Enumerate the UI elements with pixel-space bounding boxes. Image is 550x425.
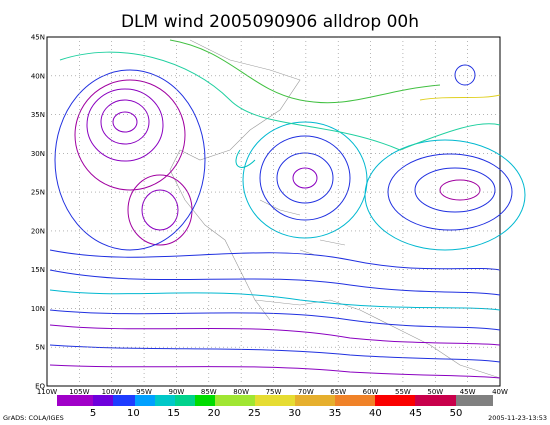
colorbar-label: 45 bbox=[409, 408, 422, 419]
colorbar-swatch bbox=[295, 395, 335, 406]
lon-tick-label: 60W bbox=[363, 388, 379, 396]
lon-tick-label: 45W bbox=[460, 388, 476, 396]
streamlines bbox=[49, 39, 526, 379]
lon-tick-label: 110W bbox=[37, 388, 57, 396]
lon-tick-label: 100W bbox=[102, 388, 122, 396]
colorbar-swatch bbox=[57, 395, 93, 406]
colorbar-label: 10 bbox=[127, 408, 140, 419]
footer-left: GrADS: COLA/IGES bbox=[3, 414, 64, 422]
colorbar-label: 35 bbox=[329, 408, 342, 419]
colorbar-label: 40 bbox=[369, 408, 382, 419]
colorbar-swatch bbox=[135, 395, 155, 406]
lat-tick-label: 5N bbox=[35, 344, 45, 352]
colorbar bbox=[57, 395, 493, 406]
colorbar-label: 15 bbox=[167, 408, 180, 419]
lon-tick-label: 40W bbox=[492, 388, 508, 396]
lat-tick-label: 10N bbox=[31, 305, 45, 313]
colorbar-swatch bbox=[415, 395, 456, 406]
lat-tick-label: 20N bbox=[31, 227, 45, 235]
footer-right: 2005-11-23-13:53 bbox=[488, 414, 547, 422]
lat-tick-label: 30N bbox=[31, 150, 45, 158]
colorbar-label: 50 bbox=[450, 408, 463, 419]
lon-tick-label: 105W bbox=[69, 388, 89, 396]
plot-area bbox=[46, 36, 526, 387]
lon-tick-label: 70W bbox=[298, 388, 314, 396]
lat-tick-label: 45N bbox=[31, 34, 45, 42]
colorbar-swatch bbox=[215, 395, 255, 406]
lon-tick-label: 80W bbox=[233, 388, 249, 396]
coastline bbox=[169, 39, 501, 379]
colorbar-swatch bbox=[113, 395, 135, 406]
frame bbox=[46, 36, 501, 387]
colorbar-label: 20 bbox=[208, 408, 221, 419]
colorbar-label: 30 bbox=[288, 408, 301, 419]
lon-tick-label: 75W bbox=[266, 388, 282, 396]
colorbar-swatch bbox=[175, 395, 195, 406]
lon-tick-label: 55W bbox=[395, 388, 411, 396]
colorbar-swatch bbox=[255, 395, 295, 406]
colorbar-label: 25 bbox=[248, 408, 261, 419]
colorbar-swatch bbox=[93, 395, 113, 406]
colorbar-swatch bbox=[456, 395, 493, 406]
lat-tick-label: 15N bbox=[31, 266, 45, 274]
colorbar-swatch bbox=[335, 395, 375, 406]
lat-tick-label: 25N bbox=[31, 189, 45, 197]
colorbar-swatch bbox=[155, 395, 175, 406]
lat-tick-label: 40N bbox=[31, 72, 45, 80]
lon-tick-label: 90W bbox=[169, 388, 185, 396]
lon-tick-label: 50W bbox=[427, 388, 443, 396]
lat-tick-label: 35N bbox=[31, 111, 45, 119]
colorbar-label: 5 bbox=[90, 408, 96, 419]
title: DLM wind 2005090906 alldrop 00h bbox=[121, 12, 419, 32]
colorbar-swatch bbox=[375, 395, 415, 406]
lon-tick-label: 95W bbox=[136, 388, 152, 396]
lat-tick-label: EQ bbox=[35, 383, 45, 391]
colorbar-swatch bbox=[195, 395, 215, 406]
lon-tick-label: 85W bbox=[201, 388, 217, 396]
lon-tick-label: 65W bbox=[330, 388, 346, 396]
